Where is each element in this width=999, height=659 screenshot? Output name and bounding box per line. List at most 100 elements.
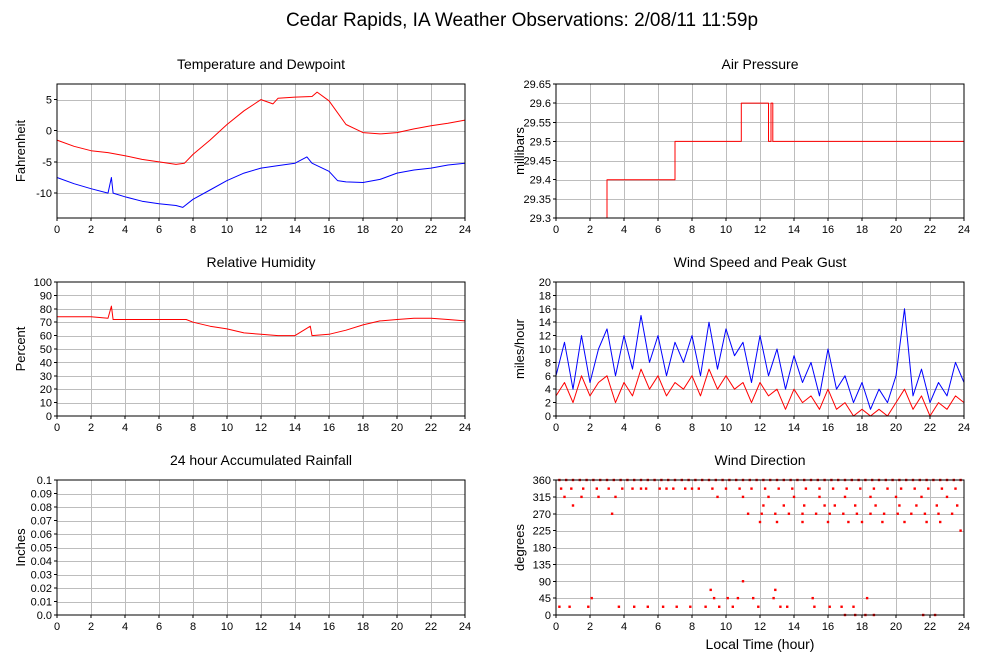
scatter-point — [716, 495, 719, 499]
y-tick-label: 29.45 — [523, 156, 551, 168]
y-tick-label: 5 — [46, 95, 52, 107]
y-tick-label: 30 — [40, 371, 52, 383]
scatter-point — [935, 504, 938, 507]
x-tick-label: 22 — [924, 422, 936, 434]
y-tick-label: 14 — [539, 317, 551, 329]
x-tick-label: 6 — [655, 621, 661, 633]
y-tick-label: 29.65 — [523, 79, 551, 91]
scatter-point — [831, 487, 835, 490]
y-tick-label: 0.08 — [31, 502, 52, 514]
chart-title: Relative Humidity — [207, 254, 316, 270]
scatter-point — [767, 495, 770, 499]
x-tick-label: 14 — [788, 621, 800, 633]
x-tick-label: 16 — [323, 621, 335, 633]
scatter-point — [568, 605, 571, 608]
scatter-point — [644, 487, 648, 490]
y-tick-label: 225 — [533, 526, 551, 538]
scatter-point — [610, 512, 614, 515]
scatter-point — [811, 596, 814, 600]
y-tick-label: 20 — [539, 277, 551, 289]
x-tick-label: 10 — [720, 224, 732, 236]
series-line-1 — [555, 368, 965, 417]
scatter-point — [865, 596, 869, 600]
series-line-0 — [555, 308, 965, 410]
scatter-point — [882, 512, 886, 515]
scatter-point — [845, 487, 848, 490]
scatter-point — [828, 605, 831, 608]
scatter-point — [558, 605, 561, 608]
scatter-point — [718, 605, 721, 608]
x-tick-label: 24 — [459, 224, 471, 236]
scatter-point — [939, 520, 942, 524]
y-tick-label: 29.55 — [523, 117, 551, 129]
y-tick-label: 12 — [539, 331, 551, 343]
x-tick-label: 18 — [357, 422, 369, 434]
scatter-point — [704, 605, 707, 608]
y-tick-label: 0.1 — [37, 475, 52, 487]
scatter-point — [726, 596, 729, 600]
x-tick-label: 18 — [856, 422, 868, 434]
scatter-point — [786, 605, 789, 608]
x-tick-label: 2 — [587, 224, 593, 236]
scatter-point — [590, 596, 593, 600]
x-tick-label: 0 — [54, 621, 60, 633]
scatter-point — [855, 512, 859, 515]
scatter-point — [709, 588, 712, 592]
scatter-point — [937, 512, 940, 515]
x-tick-label: 8 — [689, 224, 695, 236]
scatter-point — [746, 512, 750, 515]
x-tick-label: 22 — [425, 621, 437, 633]
scatter-point — [631, 487, 634, 490]
scatter-point — [950, 512, 954, 515]
x-tick-label: 22 — [924, 621, 936, 633]
scatter-point — [741, 495, 745, 499]
x-tick-label: 18 — [357, 621, 369, 633]
scatter-point — [724, 487, 728, 490]
y-tick-label: 0 — [545, 411, 551, 423]
scatter-point — [741, 580, 745, 583]
y-tick-label: 10 — [40, 398, 52, 410]
x-tick-label: 14 — [289, 422, 301, 434]
y-tick-label: 70 — [40, 317, 52, 329]
y-tick-label: 100 — [34, 277, 52, 289]
scatter-point — [869, 512, 872, 515]
scatter-point — [842, 512, 845, 515]
x-tick-label: 20 — [391, 621, 403, 633]
scatter-point — [777, 487, 780, 490]
scatter-point — [782, 504, 785, 507]
x-tick-label: 16 — [822, 621, 834, 633]
y-axis-label: degrees — [512, 524, 527, 571]
y-tick-label: 8 — [545, 357, 551, 369]
scatter-point — [843, 495, 847, 499]
y-tick-label: 29.4 — [530, 175, 551, 187]
scatter-point — [823, 504, 826, 507]
scatter-point — [847, 520, 850, 524]
chart-title: 24 hour Accumulated Rainfall — [170, 452, 352, 468]
series-line-1 — [56, 156, 466, 208]
wind-direction-chart: 0 2 4 6 8 10 12 14 16 18 20 22 240459013518022527031… — [512, 452, 970, 652]
scatter-point — [903, 520, 906, 524]
x-tick-label: 4 — [122, 224, 128, 236]
x-tick-label: 18 — [856, 621, 868, 633]
x-tick-label: 6 — [655, 224, 661, 236]
scatter-point — [775, 520, 779, 524]
scatter-point — [587, 605, 590, 608]
page-title: Cedar Rapids, IA Weather Observations: 2… — [286, 10, 758, 31]
y-axis-label: Fahrenheit — [13, 120, 28, 183]
scatter-point — [801, 512, 804, 515]
scatter-point — [899, 487, 903, 490]
y-tick-label: 60 — [40, 331, 52, 343]
x-tick-label: 2 — [88, 422, 94, 434]
x-tick-label: 16 — [822, 422, 834, 434]
y-tick-label: 10 — [539, 344, 551, 356]
scatter-point — [580, 495, 583, 499]
scatter-point — [571, 504, 575, 507]
y-tick-label: -5 — [42, 157, 52, 169]
series-line-0 — [56, 91, 466, 165]
x-tick-label: 14 — [788, 422, 800, 434]
x-tick-label: 20 — [890, 621, 902, 633]
scatter-point — [675, 605, 678, 608]
x-tick-label: 0 — [553, 621, 559, 633]
scatter-point — [711, 487, 714, 490]
